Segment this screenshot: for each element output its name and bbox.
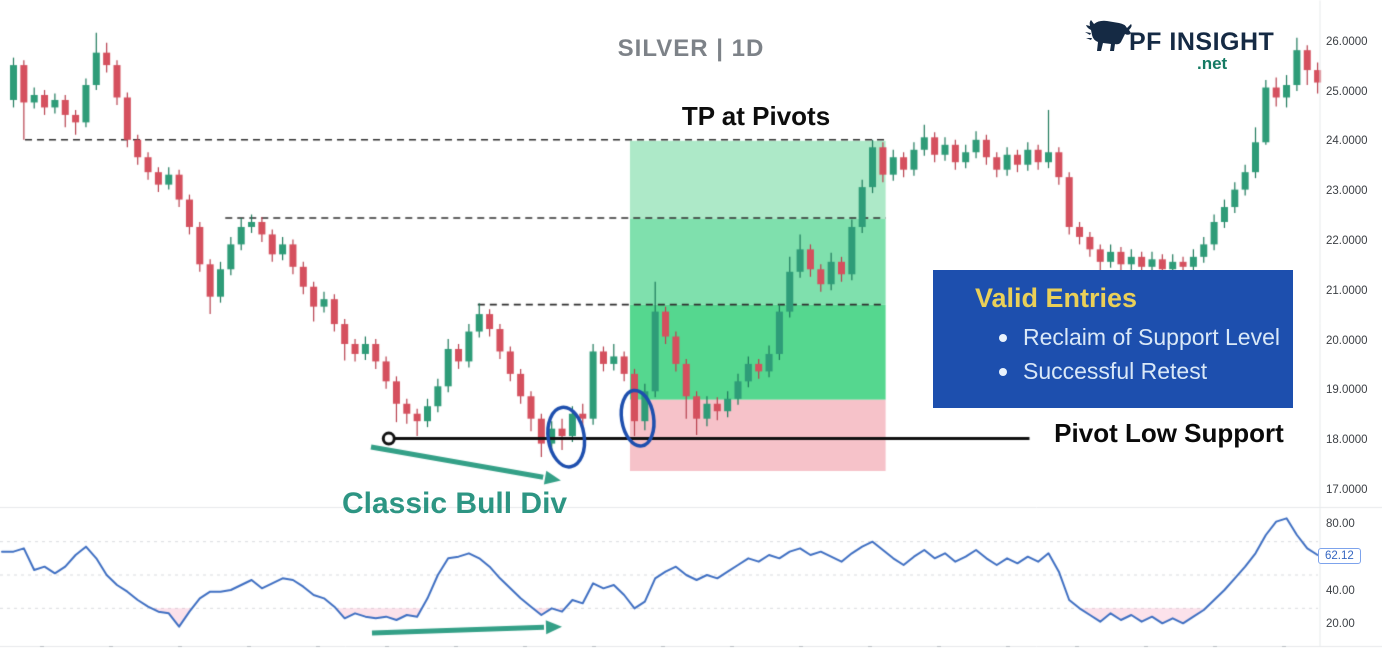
price-axis-label: 24.0000 bbox=[1326, 135, 1368, 148]
bullet-icon bbox=[999, 367, 1007, 376]
bullet-icon bbox=[999, 333, 1007, 342]
entry-item: Successful Retest bbox=[999, 358, 1293, 385]
price-axis-label: 20.0000 bbox=[1326, 334, 1368, 347]
symbol-title: SILVER | 1D bbox=[617, 35, 765, 62]
price-axis-label: 19.0000 bbox=[1326, 384, 1368, 397]
bull-icon bbox=[1085, 20, 1132, 51]
rsi-current-value-badge: 62.12 bbox=[1318, 548, 1361, 564]
rsi-axis-label: 80.00 bbox=[1326, 518, 1355, 530]
brand-logo: PF INSIGHT .net bbox=[1085, 16, 1274, 73]
price-axis-label: 18.0000 bbox=[1326, 434, 1368, 447]
price-axis-label: 22.0000 bbox=[1326, 234, 1368, 247]
pivot-low-support-label: Pivot Low Support bbox=[1054, 418, 1284, 448]
brand-name: PF INSIGHT bbox=[1129, 28, 1275, 56]
valid-entries-list: Reclaim of Support Level Successful Retes… bbox=[975, 324, 1293, 385]
tp-at-pivots-label: TP at Pivots bbox=[681, 101, 831, 131]
price-axis-label: 23.0000 bbox=[1326, 185, 1368, 198]
classic-bull-div-label: Classic Bull Div bbox=[342, 487, 568, 520]
valid-entries-title: Valid Entries bbox=[975, 283, 1138, 313]
rsi-axis-label: 40.00 bbox=[1326, 584, 1355, 597]
price-axis-label: 17.0000 bbox=[1326, 483, 1368, 496]
valid-entries-box: Valid Entries Reclaim of Support Level Su… bbox=[933, 270, 1293, 408]
price-axis-label: 25.0000 bbox=[1326, 85, 1368, 98]
price-axis-label: 21.0000 bbox=[1326, 284, 1368, 297]
entry-item: Reclaim of Support Level bbox=[999, 324, 1293, 351]
rsi-axis-label: 20.00 bbox=[1326, 618, 1355, 630]
price-axis-label: 26.0000 bbox=[1326, 35, 1368, 48]
brand-suffix: .net bbox=[1197, 54, 1228, 73]
